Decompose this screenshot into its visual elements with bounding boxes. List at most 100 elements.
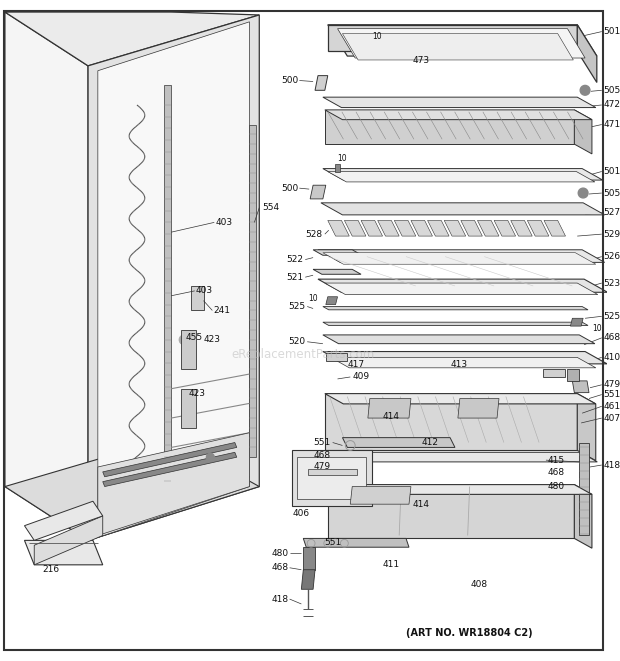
Polygon shape: [249, 124, 256, 457]
Polygon shape: [308, 469, 357, 475]
Polygon shape: [328, 452, 597, 462]
Polygon shape: [323, 352, 607, 364]
Polygon shape: [310, 185, 326, 199]
Polygon shape: [164, 85, 171, 486]
Text: 455: 455: [186, 333, 203, 342]
Polygon shape: [5, 12, 88, 540]
Circle shape: [179, 335, 189, 344]
Circle shape: [578, 188, 588, 198]
Polygon shape: [572, 381, 589, 393]
Text: 473: 473: [412, 56, 429, 65]
Polygon shape: [325, 110, 592, 120]
Text: 406: 406: [293, 510, 310, 518]
Text: 414: 414: [412, 500, 429, 509]
Text: 551: 551: [324, 538, 341, 547]
Polygon shape: [103, 442, 237, 477]
Polygon shape: [323, 335, 595, 344]
Polygon shape: [321, 203, 604, 215]
Polygon shape: [328, 24, 597, 56]
Polygon shape: [577, 24, 597, 83]
Polygon shape: [323, 322, 588, 325]
Polygon shape: [428, 220, 449, 236]
Polygon shape: [98, 433, 249, 535]
Polygon shape: [318, 250, 604, 262]
Polygon shape: [303, 539, 409, 547]
Text: 501: 501: [604, 167, 620, 176]
Text: 521: 521: [286, 273, 303, 282]
Text: 520: 520: [288, 337, 305, 346]
Polygon shape: [34, 516, 103, 565]
Polygon shape: [191, 286, 203, 311]
Polygon shape: [344, 220, 366, 236]
Polygon shape: [326, 297, 337, 305]
Text: 415: 415: [548, 455, 565, 465]
Text: 10: 10: [308, 294, 318, 303]
Text: 528: 528: [306, 229, 323, 239]
Polygon shape: [342, 34, 574, 60]
Polygon shape: [325, 393, 577, 450]
Polygon shape: [98, 22, 249, 525]
Text: 216: 216: [42, 565, 60, 574]
Text: 529: 529: [604, 229, 620, 239]
Text: eReplacementParts.com: eReplacementParts.com: [232, 348, 375, 361]
Polygon shape: [579, 442, 589, 535]
Text: 413: 413: [450, 360, 467, 369]
Polygon shape: [458, 399, 499, 418]
Polygon shape: [411, 220, 433, 236]
Text: 468: 468: [604, 333, 620, 342]
Polygon shape: [325, 393, 596, 404]
Polygon shape: [323, 97, 596, 108]
Text: 480: 480: [272, 549, 289, 558]
Polygon shape: [574, 485, 592, 548]
Text: 10: 10: [338, 154, 347, 163]
Text: 471: 471: [604, 120, 620, 129]
Text: 411: 411: [383, 561, 400, 569]
Polygon shape: [5, 12, 259, 66]
Polygon shape: [313, 250, 362, 255]
Polygon shape: [323, 253, 596, 264]
Polygon shape: [574, 110, 592, 154]
Polygon shape: [461, 220, 482, 236]
Text: 461: 461: [604, 402, 620, 411]
Text: 479: 479: [314, 463, 330, 471]
Text: 10: 10: [372, 32, 381, 41]
Circle shape: [206, 453, 215, 461]
Polygon shape: [577, 393, 596, 461]
Text: 410: 410: [604, 353, 620, 362]
Text: 480: 480: [548, 482, 565, 491]
Text: 418: 418: [272, 595, 289, 603]
Text: 468: 468: [272, 563, 289, 572]
Text: 418: 418: [604, 461, 620, 469]
Polygon shape: [511, 220, 532, 236]
Text: 412: 412: [422, 438, 439, 447]
Text: 241: 241: [213, 306, 230, 315]
Polygon shape: [323, 307, 588, 310]
Polygon shape: [477, 220, 499, 236]
Text: 407: 407: [604, 414, 620, 422]
Polygon shape: [350, 486, 411, 504]
Text: 417: 417: [347, 360, 365, 369]
Polygon shape: [567, 369, 579, 381]
Polygon shape: [494, 220, 516, 236]
Polygon shape: [181, 330, 196, 369]
Polygon shape: [544, 220, 565, 236]
Polygon shape: [543, 369, 565, 377]
Polygon shape: [98, 477, 249, 537]
Polygon shape: [298, 457, 366, 499]
Text: 468: 468: [548, 469, 565, 477]
Polygon shape: [325, 110, 574, 144]
Polygon shape: [342, 438, 455, 447]
Text: 403: 403: [215, 218, 232, 227]
Text: 500: 500: [281, 76, 298, 85]
Text: 501: 501: [604, 27, 620, 36]
Text: 505: 505: [604, 86, 620, 95]
Polygon shape: [330, 358, 596, 368]
Polygon shape: [103, 452, 237, 486]
Polygon shape: [313, 269, 361, 274]
Text: 554: 554: [262, 203, 280, 212]
Text: 408: 408: [471, 580, 488, 589]
Text: 409: 409: [352, 373, 370, 381]
Text: 468: 468: [314, 451, 330, 460]
Text: 423: 423: [203, 335, 221, 344]
Polygon shape: [528, 220, 549, 236]
